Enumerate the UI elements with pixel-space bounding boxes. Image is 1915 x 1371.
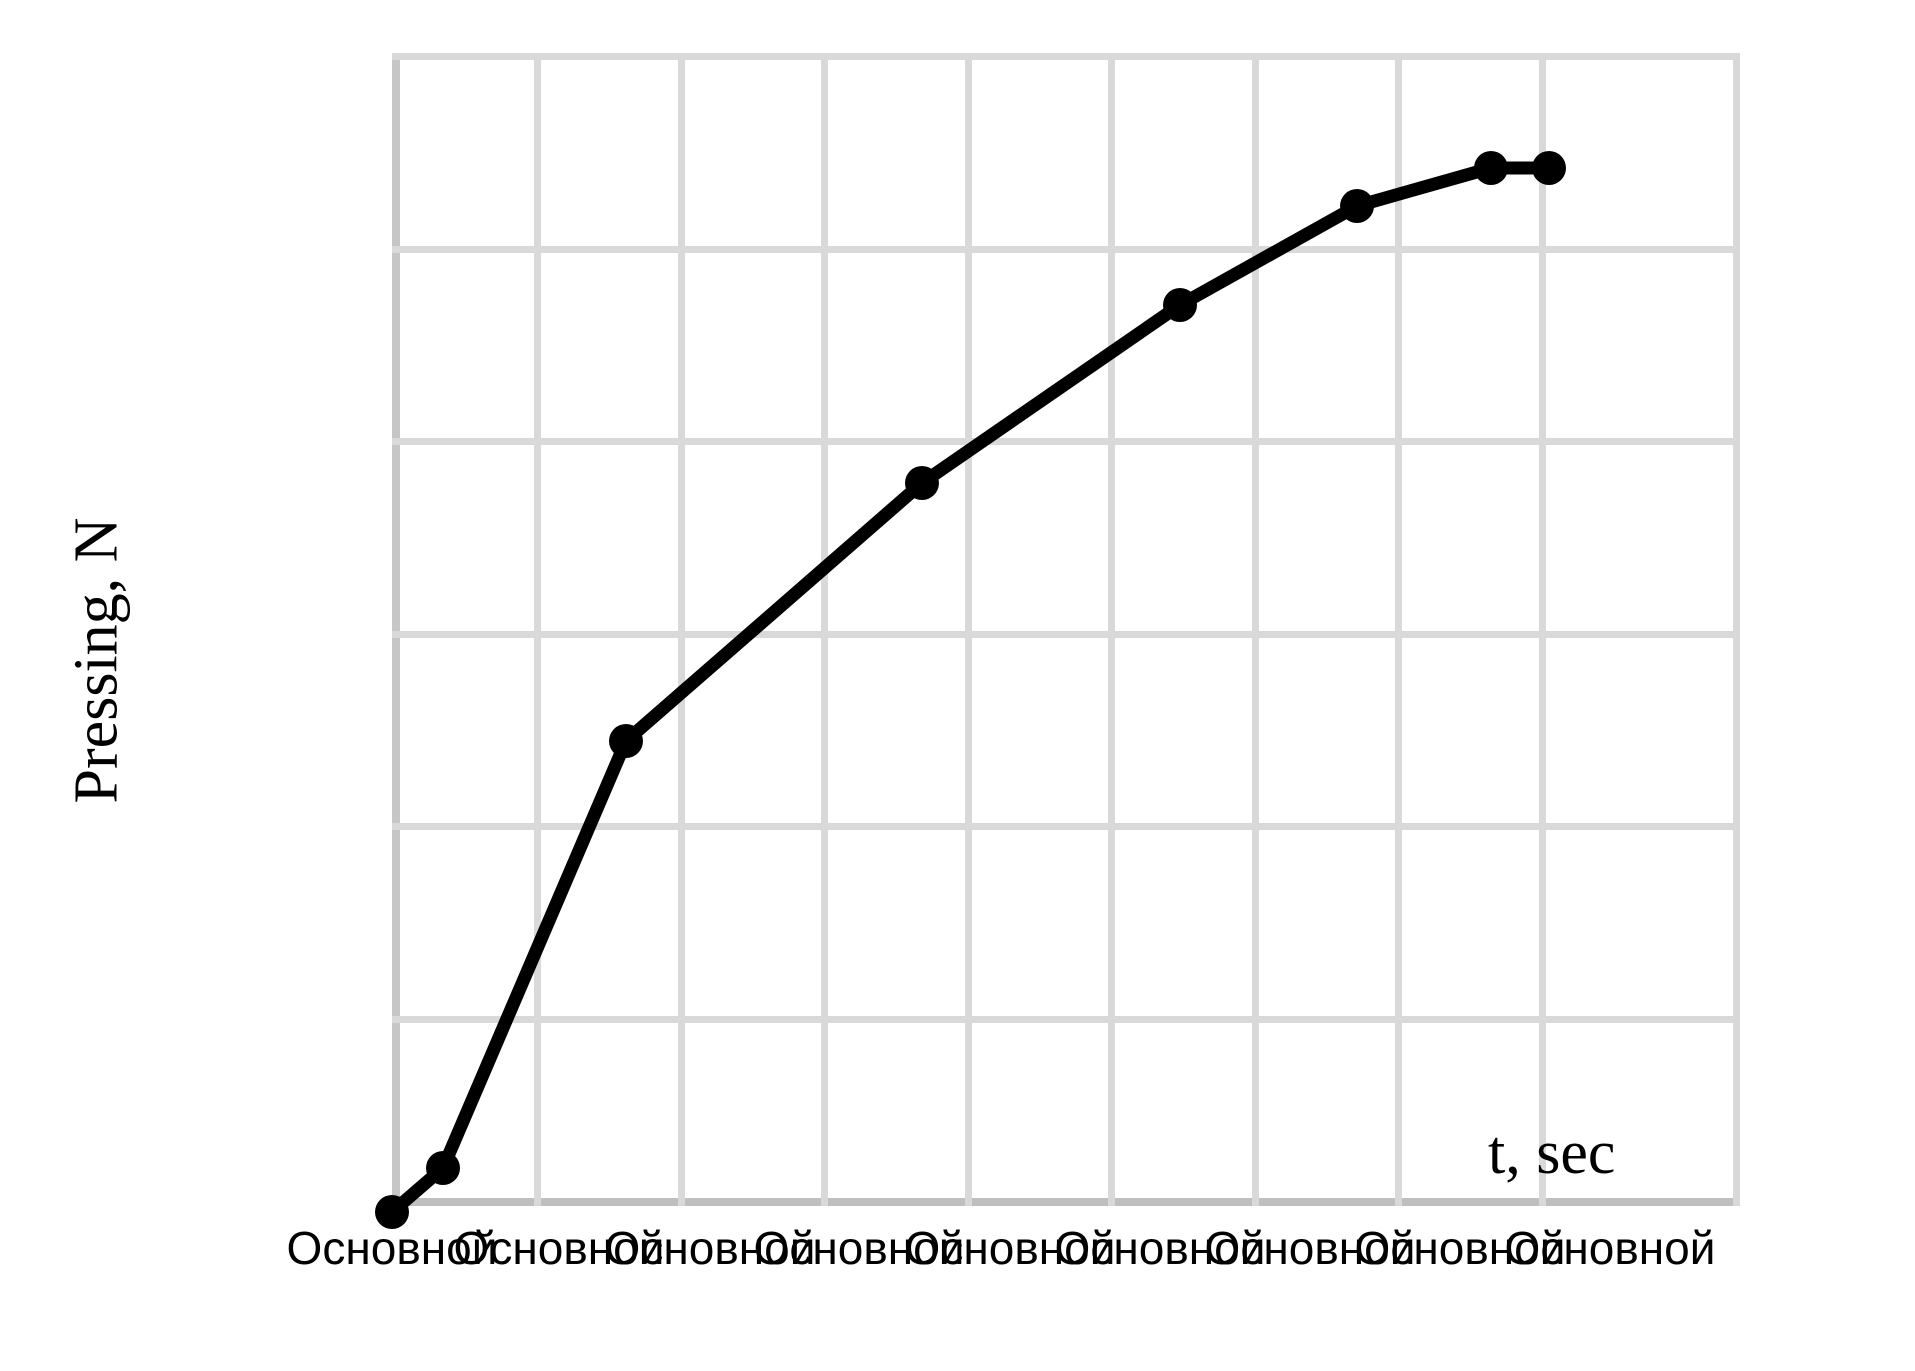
data-point <box>1163 288 1197 322</box>
data-point <box>1532 151 1566 185</box>
gridline-vertical <box>821 53 828 1206</box>
gridline-horizontal <box>392 438 1740 445</box>
gridline-horizontal <box>392 1016 1740 1023</box>
gridline-vertical <box>1539 53 1546 1206</box>
x-tick-label: Основной <box>1054 1222 1266 1274</box>
x-tick-label: Основной <box>453 1222 665 1274</box>
plot-area: t, sec <box>375 53 1740 1229</box>
gridline-vertical <box>1252 53 1259 1206</box>
gridline-horizontal <box>392 53 1740 60</box>
x-tick-label: Основной <box>1354 1222 1566 1274</box>
data-point <box>426 1151 460 1185</box>
gridline-vertical <box>1733 53 1740 1206</box>
data-point <box>609 724 643 758</box>
gridline-horizontal <box>392 631 1740 638</box>
x-axis-line <box>392 1198 1740 1206</box>
y-axis-tick-labels: Основной Основной Основной Основной Осно… <box>0 0 392 1371</box>
gridline-vertical <box>678 53 685 1206</box>
gridline-vertical <box>1395 53 1402 1206</box>
data-point <box>905 466 939 500</box>
x-axis-title: t, sec <box>1488 1119 1616 1187</box>
gridline-vertical <box>1108 53 1115 1206</box>
x-tick-label: Основной <box>286 1222 498 1274</box>
x-tick-label: Основной <box>1504 1222 1716 1274</box>
series-line <box>385 161 1556 1219</box>
x-tick-label: Основной <box>604 1222 816 1274</box>
series-markers <box>375 151 1566 1229</box>
gridline-horizontal <box>392 246 1740 253</box>
y-axis-title: Pressing, N <box>62 517 131 804</box>
gridline-horizontal <box>392 823 1740 830</box>
gridline-vertical <box>534 53 541 1206</box>
data-point <box>1474 151 1508 185</box>
x-tick-label: Основной <box>1204 1222 1416 1274</box>
data-point <box>1340 189 1374 223</box>
data-series-svg <box>375 151 1566 1229</box>
gridline-vertical <box>965 53 972 1206</box>
x-tick-label: Основной <box>753 1222 965 1274</box>
x-tick-label: Основной <box>904 1222 1116 1274</box>
x-axis-tick-labels: Основной Основной Основной Основной Осно… <box>0 1225 1915 1315</box>
data-point <box>375 1195 409 1229</box>
